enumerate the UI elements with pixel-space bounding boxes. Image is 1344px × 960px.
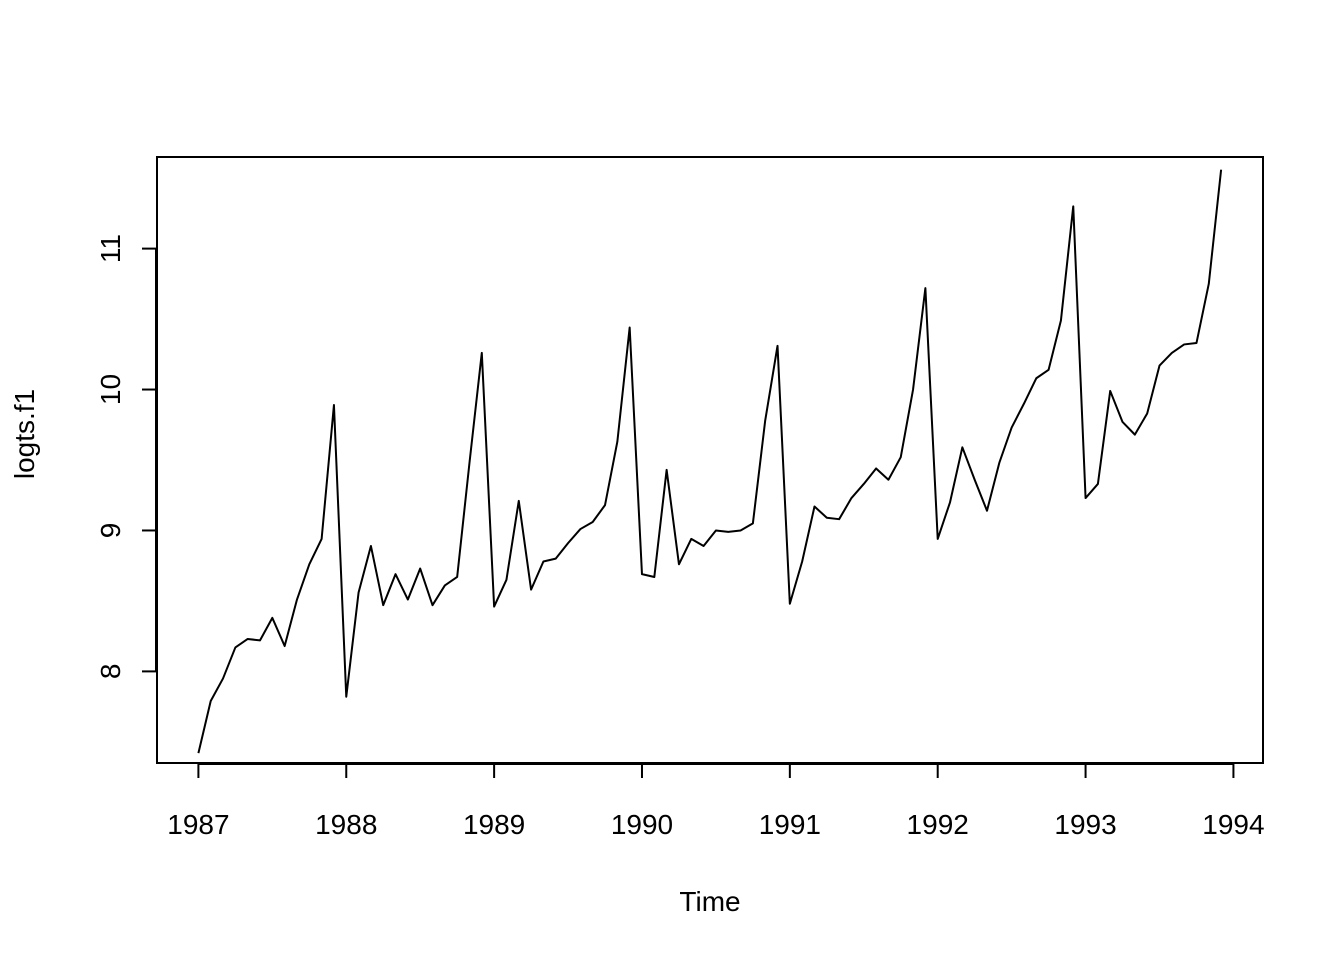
- y-axis: 8 9 10 11: [95, 234, 157, 680]
- x-tick-label: 1987: [167, 809, 229, 840]
- x-tick-label: 1993: [1054, 809, 1116, 840]
- x-axis: 1987 1988 1989 1990 1991 1992 1993 1994: [167, 763, 1265, 840]
- y-tick-label: 8: [95, 664, 126, 680]
- series-line-logts-f1: [197, 169, 1223, 754]
- x-tick-label: 1989: [463, 809, 525, 840]
- y-tick-label: 10: [95, 374, 126, 405]
- x-tick-label: 1994: [1202, 809, 1264, 840]
- x-tick-label: 1991: [759, 809, 821, 840]
- y-tick-label: 9: [95, 523, 126, 539]
- x-tick-label: 1992: [907, 809, 969, 840]
- y-tick-label: 11: [95, 234, 126, 263]
- x-tick-label: 1988: [315, 809, 377, 840]
- x-tick-label: 1990: [611, 809, 673, 840]
- x-axis-label: Time: [679, 886, 740, 917]
- plot-frame: [156, 156, 1264, 764]
- y-axis-label: logts.f1: [9, 389, 40, 479]
